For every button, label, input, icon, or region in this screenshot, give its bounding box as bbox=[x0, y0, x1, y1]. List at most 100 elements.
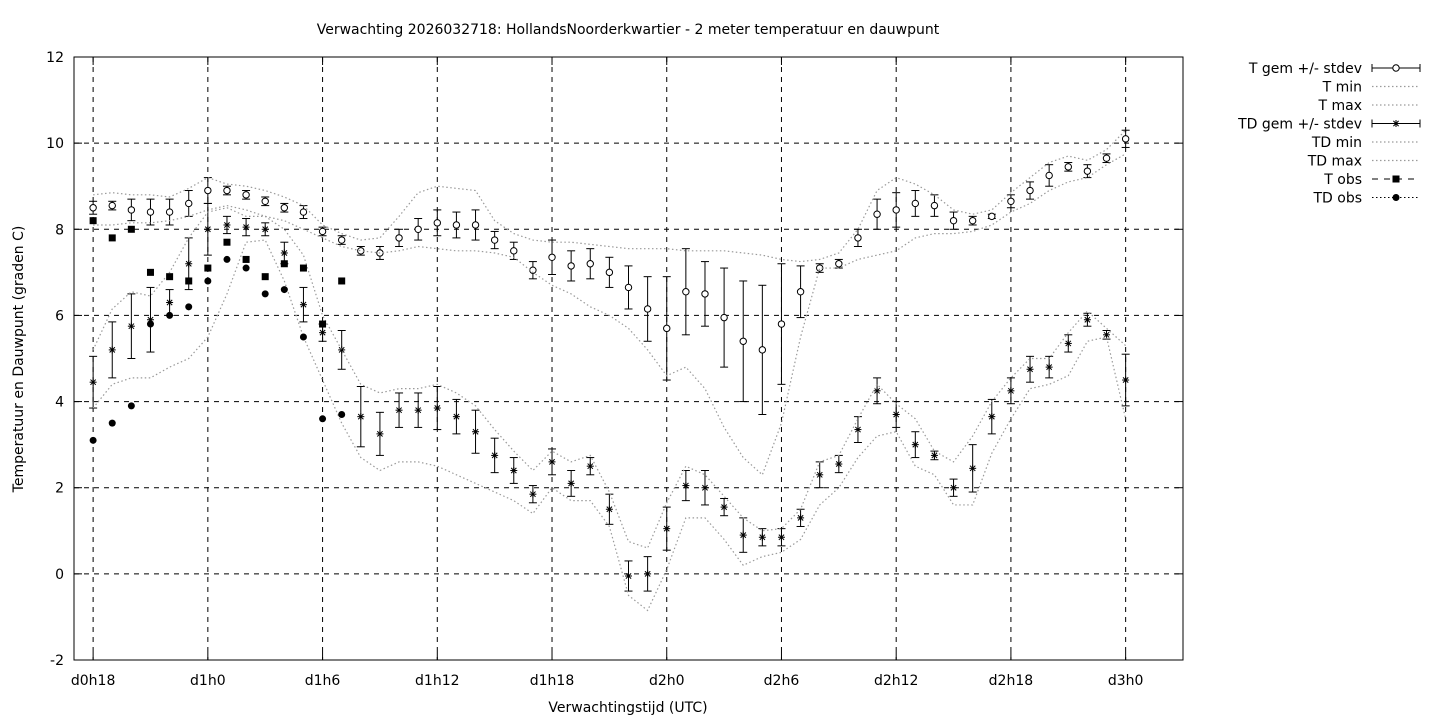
x-tick-label: d2h6 bbox=[764, 673, 800, 689]
data-point bbox=[835, 260, 843, 268]
y-axis-label: Temperatuur en Dauwpunt (graden C) bbox=[11, 226, 27, 494]
y-tick-label: 6 bbox=[55, 308, 64, 324]
series-t-max bbox=[93, 129, 1127, 263]
data-point bbox=[338, 346, 346, 354]
data-point bbox=[261, 273, 269, 281]
data-point bbox=[1026, 186, 1034, 195]
data-point bbox=[701, 484, 709, 492]
data-point bbox=[988, 413, 996, 421]
data-point bbox=[758, 533, 766, 541]
y-tick-label: 2 bbox=[55, 481, 64, 497]
data-point bbox=[1083, 167, 1092, 175]
legend-entry: T obs bbox=[1323, 172, 1420, 188]
data-point bbox=[777, 320, 786, 328]
data-point bbox=[644, 570, 652, 578]
series-t-min bbox=[93, 153, 1126, 476]
plot-frame bbox=[73, 56, 1184, 661]
data-point bbox=[682, 288, 690, 296]
data-point bbox=[319, 415, 327, 423]
data-point bbox=[242, 223, 250, 231]
data-point bbox=[1103, 331, 1111, 339]
data-point bbox=[1064, 339, 1072, 347]
data-point bbox=[166, 311, 174, 319]
legend-entry: TD min bbox=[1311, 135, 1420, 151]
data-point bbox=[108, 346, 116, 354]
data-point bbox=[433, 404, 441, 412]
data-point bbox=[280, 260, 288, 268]
data-point bbox=[223, 221, 231, 229]
data-point bbox=[797, 514, 805, 522]
data-point bbox=[969, 464, 977, 472]
data-point bbox=[166, 273, 174, 281]
data-point bbox=[108, 419, 116, 427]
legend-marker bbox=[1392, 120, 1400, 127]
data-point bbox=[242, 255, 250, 263]
legend-entry: T max bbox=[1317, 98, 1420, 114]
data-point bbox=[1045, 171, 1053, 180]
data-point bbox=[567, 262, 575, 270]
data-point bbox=[89, 204, 97, 212]
data-point bbox=[1083, 316, 1091, 324]
legend-label: T max bbox=[1317, 98, 1362, 114]
legend-marker bbox=[1392, 64, 1400, 72]
data-point bbox=[605, 505, 613, 513]
data-point bbox=[1064, 163, 1072, 171]
data-point bbox=[1007, 387, 1015, 395]
legend-label: TD gem +/- stdev bbox=[1237, 117, 1362, 133]
data-point bbox=[892, 410, 900, 418]
data-point bbox=[930, 201, 939, 210]
legend-label: TD max bbox=[1307, 154, 1362, 170]
legend-entry: TD max bbox=[1307, 154, 1420, 170]
series-layer bbox=[89, 129, 1130, 612]
data-point bbox=[873, 210, 881, 218]
data-point bbox=[89, 217, 97, 225]
data-point bbox=[911, 199, 920, 208]
tick-layer: -2 0 2 4 6 8 10 12 d0h18 d1h0 d1h6 d1h12 d1h18 d2h0 d2… bbox=[46, 50, 1183, 689]
data-point bbox=[89, 436, 97, 444]
data-point bbox=[586, 260, 594, 268]
data-point bbox=[548, 253, 556, 261]
data-point bbox=[204, 277, 212, 285]
data-point bbox=[663, 324, 671, 333]
data-point bbox=[1045, 363, 1053, 371]
data-point bbox=[988, 212, 996, 221]
data-point bbox=[242, 264, 250, 272]
data-point bbox=[816, 264, 824, 272]
data-point bbox=[299, 301, 307, 309]
data-point bbox=[414, 406, 422, 414]
legend-marker bbox=[1392, 175, 1400, 183]
data-point bbox=[835, 460, 843, 468]
data-point bbox=[89, 378, 97, 386]
data-point bbox=[643, 305, 652, 313]
x-tick-label: d1h12 bbox=[415, 673, 459, 689]
data-point bbox=[166, 299, 174, 307]
data-point bbox=[796, 288, 805, 296]
data-point bbox=[146, 208, 155, 216]
x-tick-label: d2h12 bbox=[874, 673, 918, 689]
data-point bbox=[108, 201, 116, 210]
data-point bbox=[452, 221, 461, 229]
y-tick-label: 0 bbox=[55, 567, 64, 583]
data-point bbox=[146, 268, 154, 276]
legend-label: TD obs bbox=[1312, 191, 1362, 207]
data-point bbox=[548, 458, 556, 466]
data-point bbox=[319, 320, 327, 328]
data-point bbox=[185, 199, 193, 208]
y-tick-label: -2 bbox=[50, 653, 64, 669]
data-point bbox=[739, 337, 747, 345]
data-point bbox=[701, 290, 709, 298]
data-point bbox=[854, 234, 862, 242]
data-point bbox=[949, 216, 958, 225]
data-point bbox=[510, 466, 518, 474]
legend-label: T obs bbox=[1323, 172, 1362, 188]
data-point bbox=[1121, 135, 1130, 143]
data-point bbox=[338, 410, 346, 418]
data-point bbox=[299, 264, 307, 272]
data-point bbox=[185, 277, 193, 285]
data-point bbox=[682, 482, 690, 490]
x-tick-label: d3h0 bbox=[1108, 673, 1144, 689]
data-point bbox=[471, 221, 480, 229]
x-tick-label: d1h6 bbox=[305, 673, 341, 689]
data-point bbox=[299, 208, 308, 216]
